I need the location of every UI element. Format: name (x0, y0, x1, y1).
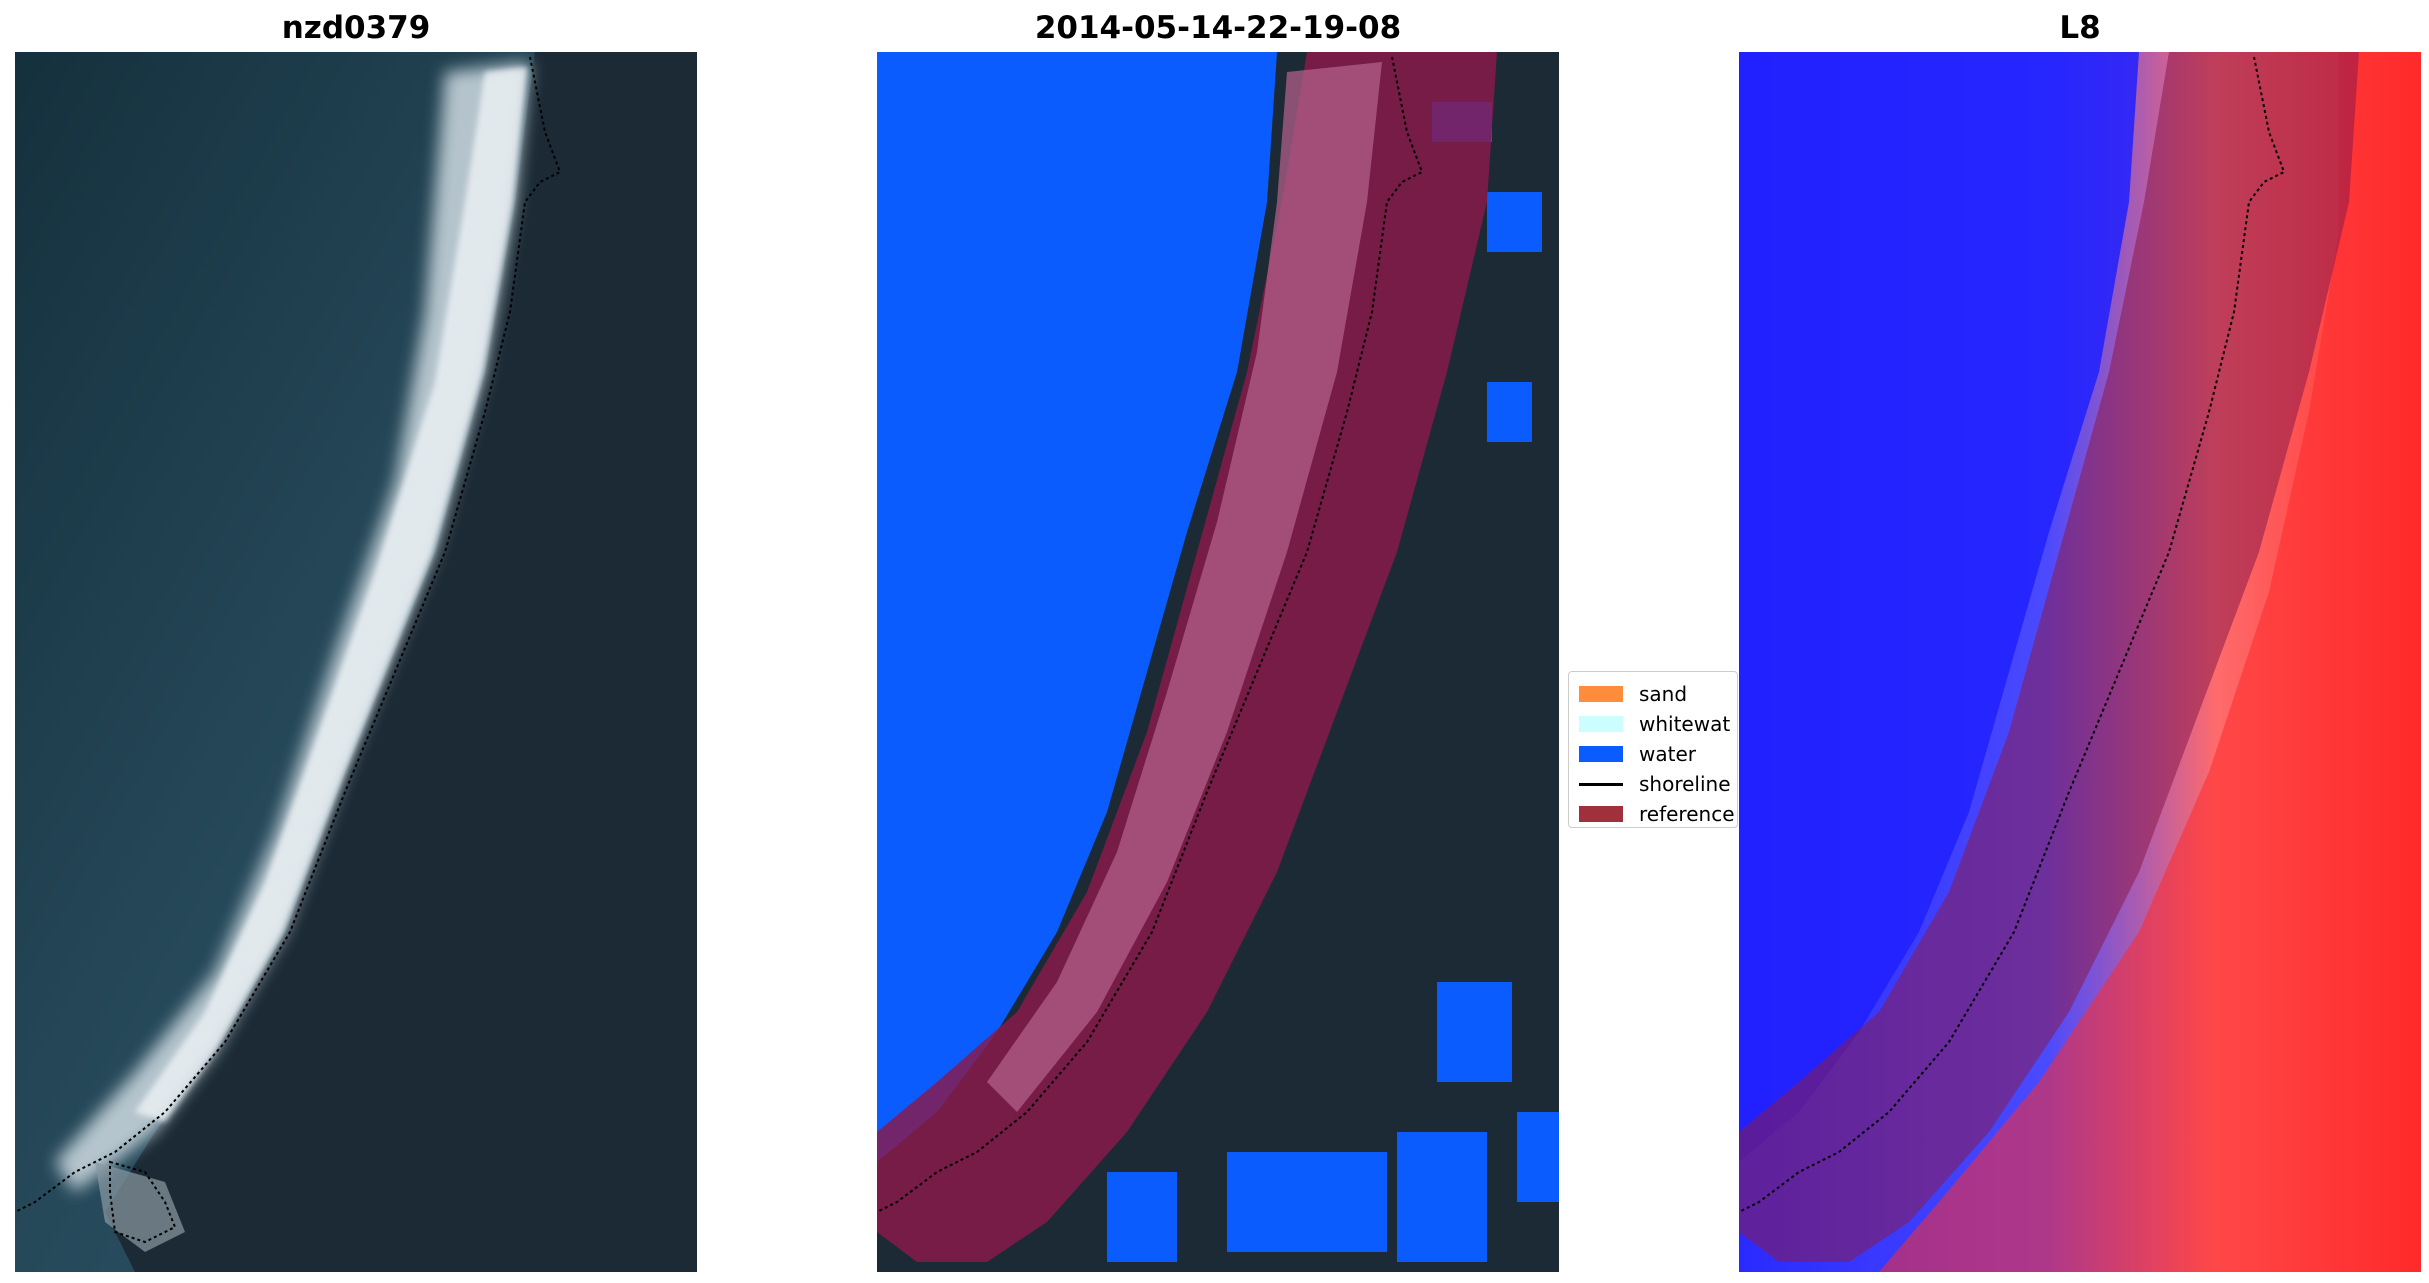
panel-title-image: nzd0379 (281, 10, 431, 46)
classification-panel (877, 52, 1559, 1272)
legend-item-shoreline: shoreline (1579, 770, 1731, 798)
legend-item-whitewater: whitewat (1579, 710, 1730, 738)
legend-item-water: water (1579, 740, 1696, 768)
reference-swatch (1579, 806, 1623, 822)
legend-label: reference (1639, 802, 1735, 826)
inland-water-patch (1437, 982, 1512, 1082)
rgb-image-panel (15, 52, 697, 1272)
inland-water-patch (1107, 1172, 1177, 1262)
whitewater-swatch (1579, 716, 1623, 732)
buffer-inner (987, 62, 1382, 1112)
panel-title-classification: 2014-05-14-22-19-08 (1034, 10, 1402, 46)
inland-water-patch (1517, 1112, 1559, 1202)
shoreline-loop (109, 1160, 177, 1244)
panel-title-index: L8 (2059, 10, 2101, 46)
ocean-low-index (1739, 52, 2139, 1162)
shoreline-swatch (1579, 782, 1623, 786)
legend-label: sand (1639, 682, 1688, 706)
legend: sand whitewat water shoreline reference (1568, 671, 1738, 828)
shoreline-line (15, 56, 562, 1213)
water-swatch (1579, 746, 1623, 762)
inland-water-patch (1397, 1132, 1487, 1262)
land-area (105, 52, 697, 1272)
surf-core (135, 67, 527, 1122)
legend-item-reference: reference (1579, 800, 1735, 827)
inland-water-patch (1487, 382, 1532, 442)
reference-buffer (1739, 52, 2359, 1262)
sand-swatch (1579, 686, 1623, 702)
inland-water-patch (1227, 1152, 1387, 1252)
water-class-area (877, 52, 1277, 1162)
headland (95, 1162, 185, 1252)
legend-label: whitewat (1639, 712, 1731, 736)
land-high-index (1879, 52, 2421, 1272)
legend-label: water (1639, 742, 1696, 766)
index-panel (1739, 52, 2421, 1272)
legend-item-sand: sand (1579, 680, 1687, 708)
inland-water-patch (1487, 192, 1542, 252)
legend-label: shoreline (1639, 772, 1731, 796)
